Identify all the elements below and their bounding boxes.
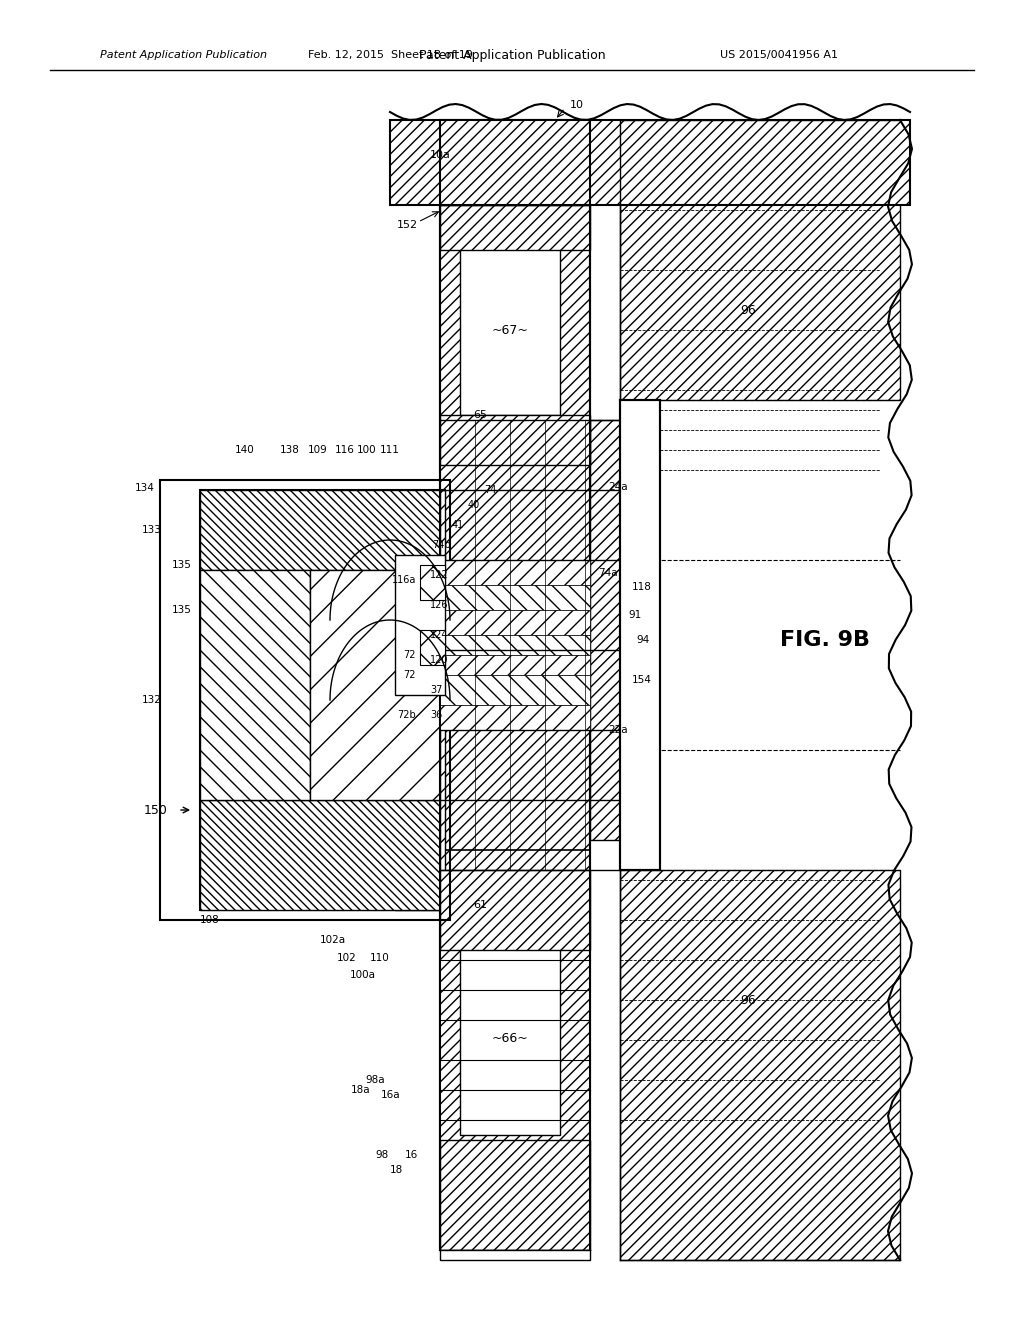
Text: 111: 111	[380, 445, 400, 455]
Text: 102a: 102a	[319, 935, 346, 945]
Text: 109: 109	[308, 445, 328, 455]
Bar	[440, 655, 590, 675]
Bar	[440, 1250, 590, 1261]
Text: 72: 72	[403, 671, 416, 680]
Bar	[440, 705, 590, 730]
Text: 36: 36	[430, 710, 442, 719]
Text: 118: 118	[632, 582, 652, 591]
Text: 18a: 18a	[350, 1085, 370, 1096]
Text: FIG. 9B: FIG. 9B	[780, 630, 870, 649]
Bar	[620, 120, 900, 400]
Text: 132: 132	[142, 696, 162, 705]
Text: 108: 108	[200, 915, 220, 925]
Text: 135: 135	[172, 560, 193, 570]
Text: 124: 124	[430, 630, 449, 640]
Text: Feb. 12, 2015  Sheet 18 of 19: Feb. 12, 2015 Sheet 18 of 19	[307, 50, 472, 59]
Text: 22a: 22a	[608, 725, 628, 735]
Text: 10: 10	[570, 100, 584, 110]
Text: 100a: 100a	[350, 970, 376, 979]
Text: 135: 135	[172, 605, 193, 615]
Bar	[200, 490, 445, 909]
Text: 18: 18	[390, 1166, 403, 1175]
Text: 41: 41	[452, 520, 464, 531]
Bar	[200, 800, 440, 909]
Bar	[200, 570, 310, 800]
Text: 74a: 74a	[598, 568, 617, 578]
Text: 72b: 72b	[397, 710, 416, 719]
Text: 138: 138	[280, 445, 300, 455]
Bar	[440, 610, 590, 635]
Text: 94: 94	[636, 635, 649, 645]
Text: 122: 122	[430, 570, 449, 579]
Bar	[440, 850, 590, 1220]
Text: 96: 96	[740, 994, 756, 1006]
Text: 10a: 10a	[430, 150, 451, 160]
Bar	[420, 565, 445, 601]
Text: Patent Application Publication: Patent Application Publication	[419, 49, 605, 62]
Text: 96: 96	[740, 304, 756, 317]
Bar	[440, 870, 590, 950]
Text: 152: 152	[397, 220, 418, 230]
Bar	[440, 635, 590, 655]
Text: 154: 154	[632, 675, 652, 685]
Text: 120: 120	[430, 655, 449, 665]
Text: 98: 98	[375, 1150, 388, 1160]
Text: 116: 116	[335, 445, 355, 455]
Text: 102: 102	[337, 953, 356, 964]
Text: ~67~: ~67~	[492, 323, 528, 337]
Bar	[620, 400, 660, 870]
Bar	[440, 1140, 590, 1250]
Bar	[440, 414, 590, 465]
Bar	[620, 870, 900, 1261]
Bar	[440, 585, 590, 610]
Text: 72: 72	[403, 649, 416, 660]
Text: 110: 110	[370, 953, 390, 964]
Text: 116a: 116a	[391, 576, 416, 585]
Bar	[440, 205, 590, 1250]
Text: US 2015/0041956 A1: US 2015/0041956 A1	[720, 50, 838, 59]
Text: 65: 65	[473, 411, 487, 420]
Bar	[440, 675, 590, 705]
Bar	[200, 490, 440, 570]
Bar	[440, 120, 590, 205]
Text: 40: 40	[468, 500, 480, 510]
Text: 134: 134	[135, 483, 155, 492]
Text: 91: 91	[628, 610, 641, 620]
Text: 16: 16	[406, 1150, 418, 1160]
Text: 98a: 98a	[366, 1074, 385, 1085]
Bar	[310, 570, 440, 800]
Text: 140: 140	[234, 445, 255, 455]
Bar	[440, 560, 590, 585]
Bar	[460, 940, 560, 1135]
Bar	[590, 420, 620, 840]
Bar	[390, 120, 910, 205]
Text: ~66~: ~66~	[492, 1031, 528, 1044]
Bar	[420, 630, 445, 665]
Bar	[395, 490, 445, 909]
Bar	[160, 480, 450, 920]
Text: 37: 37	[430, 685, 442, 696]
Text: 133: 133	[142, 525, 162, 535]
Text: 24a: 24a	[608, 482, 628, 492]
Text: 150: 150	[144, 804, 168, 817]
Bar	[460, 246, 560, 414]
Bar	[395, 554, 445, 696]
Text: 74: 74	[484, 484, 497, 495]
Text: 126: 126	[430, 601, 449, 610]
Text: Patent Application Publication: Patent Application Publication	[100, 50, 267, 59]
Text: 16a: 16a	[380, 1090, 400, 1100]
Text: 100: 100	[357, 445, 377, 455]
Text: 61: 61	[473, 900, 487, 909]
Bar	[440, 205, 590, 249]
Text: 74b: 74b	[432, 540, 451, 550]
